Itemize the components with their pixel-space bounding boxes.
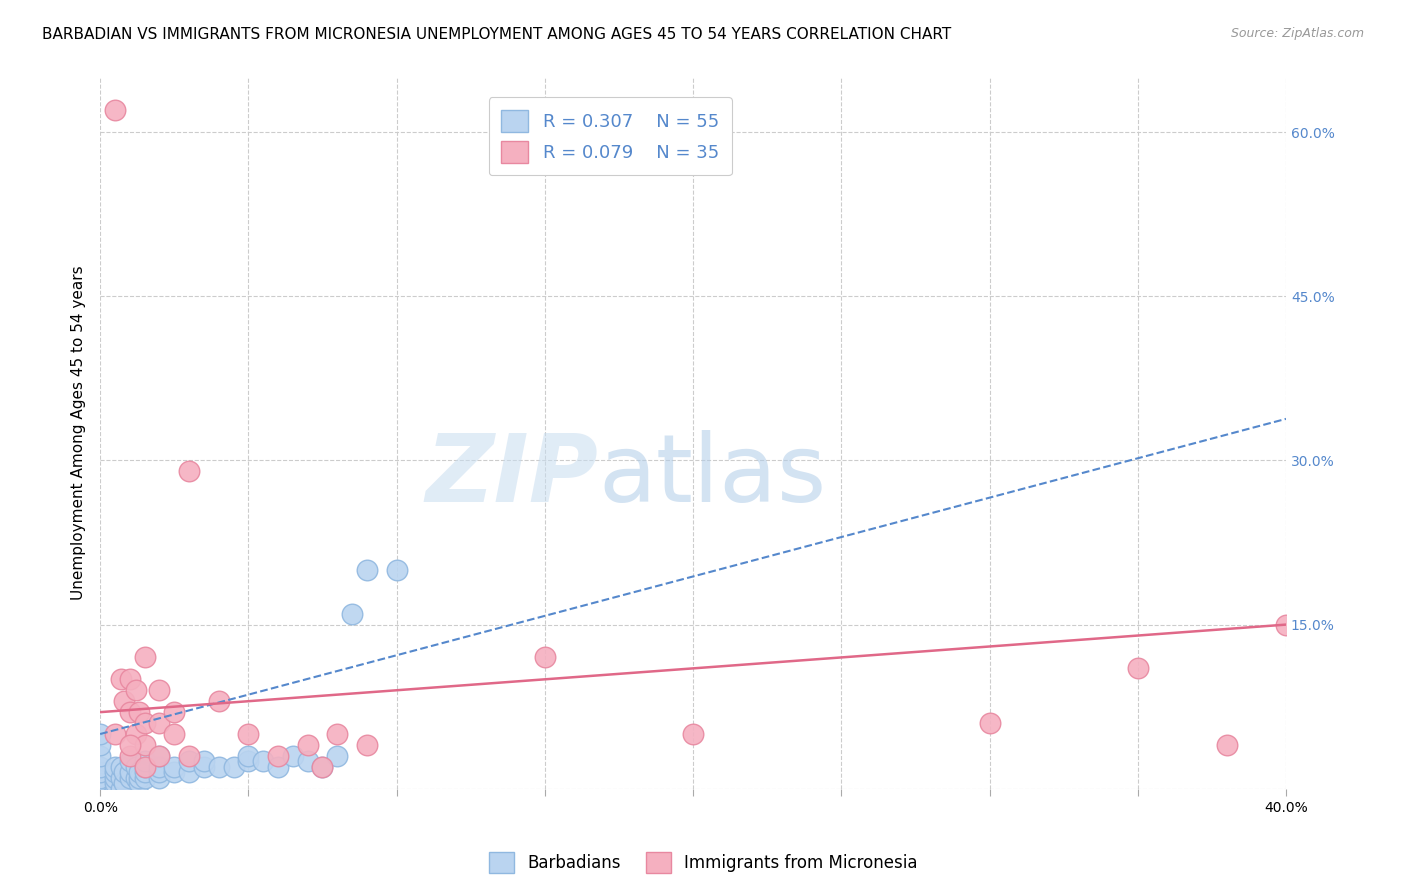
Point xyxy=(125,771,148,785)
Point xyxy=(89,771,111,785)
Point xyxy=(238,727,260,741)
Point xyxy=(118,765,141,780)
Point xyxy=(134,760,156,774)
Point xyxy=(128,776,150,790)
Legend: R = 0.307    N = 55, R = 0.079    N = 35: R = 0.307 N = 55, R = 0.079 N = 35 xyxy=(488,97,731,176)
Point xyxy=(208,694,231,708)
Point xyxy=(326,727,349,741)
Point xyxy=(89,738,111,752)
Point xyxy=(163,705,186,719)
Point xyxy=(385,563,408,577)
Text: ZIP: ZIP xyxy=(426,430,598,522)
Point xyxy=(112,765,135,780)
Point xyxy=(177,748,200,763)
Legend: Barbadians, Immigrants from Micronesia: Barbadians, Immigrants from Micronesia xyxy=(482,846,924,880)
Point xyxy=(148,765,170,780)
Point xyxy=(267,748,290,763)
Point xyxy=(118,755,141,769)
Point xyxy=(177,765,200,780)
Point xyxy=(177,464,200,478)
Point xyxy=(128,705,150,719)
Point xyxy=(104,781,127,796)
Point xyxy=(134,716,156,731)
Point xyxy=(148,760,170,774)
Point xyxy=(89,760,111,774)
Point xyxy=(534,650,557,665)
Point xyxy=(110,760,132,774)
Point xyxy=(356,738,378,752)
Point xyxy=(326,748,349,763)
Point xyxy=(104,760,127,774)
Point xyxy=(1215,738,1237,752)
Point xyxy=(238,755,260,769)
Point xyxy=(148,748,170,763)
Point xyxy=(208,760,231,774)
Point xyxy=(163,727,186,741)
Point xyxy=(148,716,170,731)
Point xyxy=(112,694,135,708)
Text: atlas: atlas xyxy=(598,430,827,522)
Point xyxy=(281,748,304,763)
Point xyxy=(89,781,111,796)
Point xyxy=(297,755,319,769)
Text: BARBADIAN VS IMMIGRANTS FROM MICRONESIA UNEMPLOYMENT AMONG AGES 45 TO 54 YEARS C: BARBADIAN VS IMMIGRANTS FROM MICRONESIA … xyxy=(42,27,952,42)
Point xyxy=(118,771,141,785)
Point xyxy=(163,765,186,780)
Point xyxy=(1275,617,1298,632)
Point xyxy=(89,748,111,763)
Point xyxy=(89,727,111,741)
Point xyxy=(104,771,127,785)
Point xyxy=(1126,661,1149,675)
Point xyxy=(148,771,170,785)
Point xyxy=(125,683,148,698)
Point xyxy=(125,727,148,741)
Point xyxy=(104,776,127,790)
Point xyxy=(163,760,186,774)
Point xyxy=(104,727,127,741)
Text: Source: ZipAtlas.com: Source: ZipAtlas.com xyxy=(1230,27,1364,40)
Point xyxy=(311,760,333,774)
Point xyxy=(118,738,141,752)
Point xyxy=(128,771,150,785)
Point xyxy=(311,760,333,774)
Point xyxy=(112,776,135,790)
Point xyxy=(297,738,319,752)
Point xyxy=(134,771,156,785)
Point xyxy=(110,673,132,687)
Point xyxy=(125,760,148,774)
Point xyxy=(89,772,111,787)
Point xyxy=(148,748,170,763)
Point xyxy=(148,683,170,698)
Point xyxy=(89,781,111,796)
Point xyxy=(193,760,215,774)
Point xyxy=(104,103,127,118)
Point xyxy=(89,765,111,780)
Point xyxy=(118,705,141,719)
Point xyxy=(118,673,141,687)
Point xyxy=(89,776,111,790)
Point xyxy=(134,650,156,665)
Point xyxy=(340,607,363,621)
Point xyxy=(222,760,245,774)
Point xyxy=(682,727,704,741)
Point xyxy=(177,755,200,769)
Point xyxy=(252,755,274,769)
Y-axis label: Unemployment Among Ages 45 to 54 years: Unemployment Among Ages 45 to 54 years xyxy=(72,266,86,600)
Point xyxy=(110,771,132,785)
Point xyxy=(979,716,1001,731)
Point xyxy=(238,748,260,763)
Point xyxy=(104,765,127,780)
Point xyxy=(193,755,215,769)
Point xyxy=(134,738,156,752)
Point xyxy=(267,760,290,774)
Point xyxy=(134,760,156,774)
Point xyxy=(134,755,156,769)
Point xyxy=(128,765,150,780)
Point xyxy=(118,748,141,763)
Point xyxy=(110,781,132,796)
Point xyxy=(134,765,156,780)
Point xyxy=(356,563,378,577)
